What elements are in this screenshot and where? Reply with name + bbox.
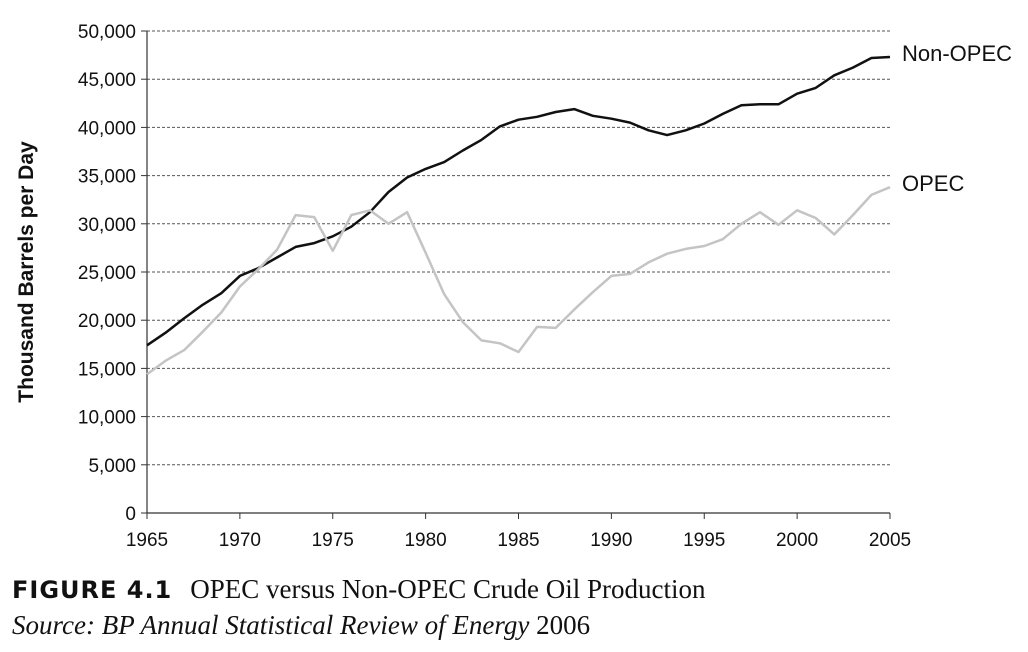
x-tick-labels: 1965 1970 1975 1980 1985 1990 1995 2000 2005 bbox=[126, 513, 911, 551]
source-prefix: Source: bbox=[12, 610, 95, 640]
figure-source: Source: BP Annual Statistical Review of … bbox=[12, 610, 590, 641]
series-lines bbox=[146, 55, 891, 376]
figure-label: FIGURE 4.1 bbox=[12, 576, 173, 604]
series-label-opec: OPEC bbox=[902, 171, 964, 196]
series-label-non-opec: Non-OPEC bbox=[902, 41, 1012, 66]
y-tick-labels: 0 5,000 10,000 15,000 20,000 25,000 30,000 35,0… bbox=[78, 22, 147, 525]
source-year: 2006 bbox=[536, 610, 591, 640]
source-text: BP Annual Statistical Review of Energy bbox=[101, 610, 530, 640]
x-tick-label: 1990 bbox=[590, 530, 632, 551]
x-tick-label: 2000 bbox=[776, 530, 818, 551]
figure-title: OPEC versus Non-OPEC Crude Oil Productio… bbox=[190, 574, 706, 604]
y-tick-label: 15,000 bbox=[78, 359, 136, 380]
series-labels: Non-OPEC OPEC bbox=[902, 41, 1012, 196]
series-line-non-opec bbox=[146, 55, 891, 347]
grid-lines bbox=[147, 30, 890, 466]
y-tick-label: 45,000 bbox=[78, 70, 136, 91]
y-tick-label: 50,000 bbox=[78, 22, 136, 43]
x-tick-label: 1970 bbox=[219, 530, 261, 551]
y-tick-label: 5,000 bbox=[88, 456, 136, 477]
y-tick-label: 30,000 bbox=[78, 215, 136, 236]
x-tick-label: 1980 bbox=[404, 530, 446, 551]
y-tick-label: 0 bbox=[125, 504, 136, 525]
y-tick-label: 40,000 bbox=[78, 118, 136, 139]
x-tick-label: 1965 bbox=[126, 530, 168, 551]
y-tick-label: 25,000 bbox=[78, 263, 136, 284]
y-tick-label: 10,000 bbox=[78, 408, 136, 429]
figure-caption: FIGURE 4.1 OPEC versus Non-OPEC Crude Oil… bbox=[12, 574, 706, 605]
line-chart: 0 5,000 10,000 15,000 20,000 25,000 30,000 35,0… bbox=[15, 22, 1012, 551]
x-tick-label: 2005 bbox=[869, 530, 911, 551]
y-tick-label: 20,000 bbox=[78, 311, 136, 332]
x-tick-label: 1985 bbox=[497, 530, 539, 551]
x-tick-label: 1975 bbox=[312, 530, 354, 551]
y-axis-title: Thousand Barrels per Day bbox=[15, 141, 38, 403]
y-tick-label: 35,000 bbox=[78, 167, 136, 188]
series-line-opec bbox=[146, 186, 891, 376]
x-tick-label: 1995 bbox=[683, 530, 725, 551]
